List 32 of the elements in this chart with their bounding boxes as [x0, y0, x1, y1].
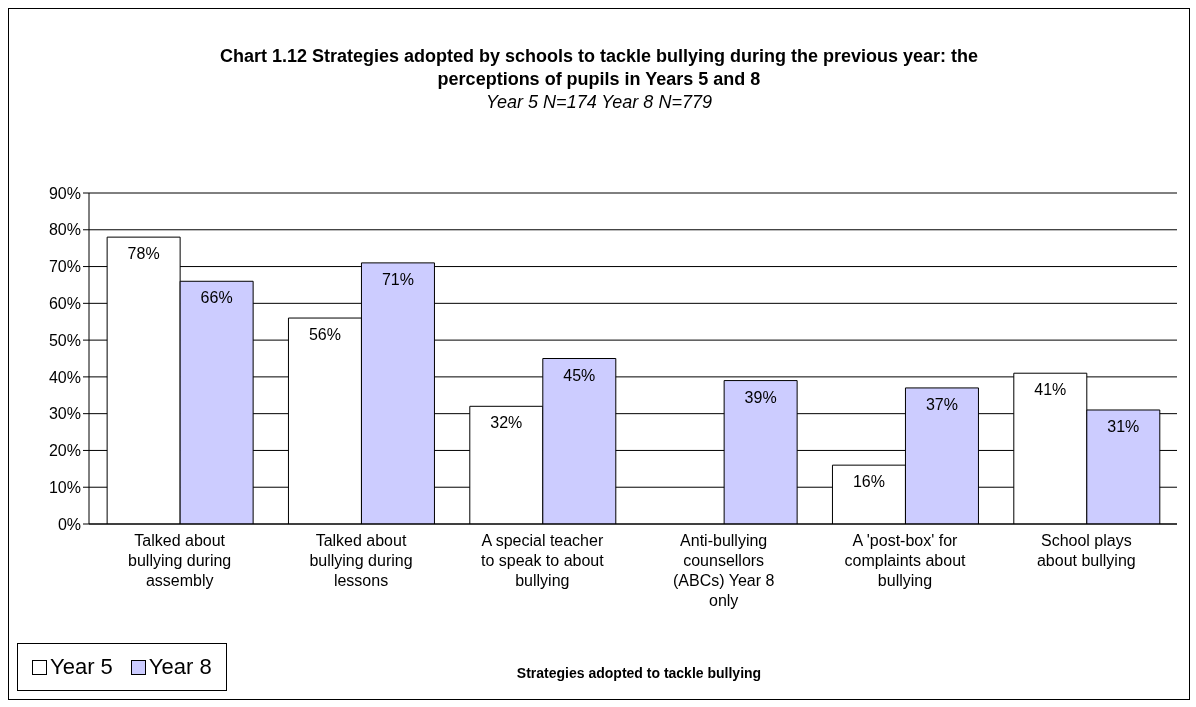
data-label: 32%	[490, 414, 523, 432]
chart-title: Chart 1.12 Strategies adopted by schools to tackle bullying during the previous year: the perceptions of pupils in Years 5 and 8	[219, 45, 979, 91]
legend-label: Year 5	[49, 654, 113, 680]
x-tick-label: A special teacher to speak to about bullying	[480, 532, 605, 589]
y-tick-label: 40%	[48, 368, 81, 386]
x-tick-label: Talked about bullying during assembly	[128, 532, 232, 589]
x-axis-title: Strategies adopted to tackle bullying	[515, 665, 763, 681]
data-label: 71%	[381, 270, 414, 288]
data-label: 41%	[1034, 381, 1067, 399]
data-label: 45%	[563, 366, 596, 384]
data-label: 39%	[744, 388, 777, 406]
y-tick-label: 30%	[48, 405, 81, 423]
data-label: 16%	[852, 473, 885, 491]
y-tick-label: 0%	[57, 515, 81, 533]
y-tick-label: 90%	[48, 184, 81, 202]
x-tick-label: A 'post-box' for complaints about bullying	[844, 532, 967, 589]
y-tick-label: 60%	[48, 295, 81, 313]
data-label: 56%	[308, 326, 341, 344]
y-tick-label: 70%	[48, 258, 81, 276]
data-label: 78%	[127, 245, 160, 263]
y-tick-label: 10%	[48, 478, 81, 496]
y-tick-label: 50%	[48, 331, 81, 349]
chart-subtitle: Year 5 N=174 Year 8 N=779	[485, 91, 713, 114]
x-tick-label: School plays about bullying	[1036, 532, 1136, 569]
legend-label: Year 8	[147, 654, 212, 680]
data-label: 37%	[925, 395, 958, 413]
y-tick-label: 20%	[48, 442, 81, 460]
x-tick-label: Talked about bullying during lessons	[309, 532, 413, 589]
y-tick-label: 80%	[48, 221, 81, 239]
x-tick-label: Anti-bullying counsellors (ABCs) Year 8 only	[672, 532, 775, 609]
data-label: 31%	[1107, 417, 1140, 435]
data-label: 66%	[200, 289, 233, 307]
